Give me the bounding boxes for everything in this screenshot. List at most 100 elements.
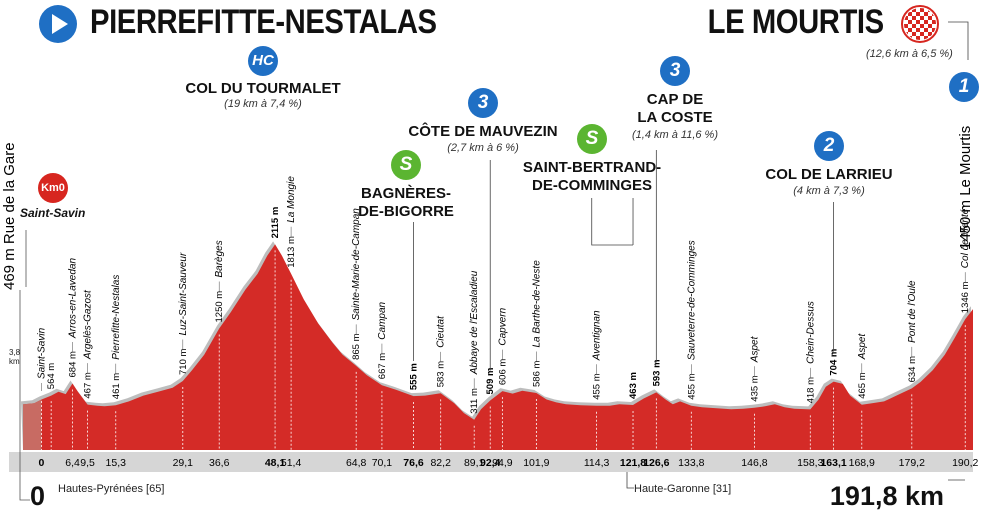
neutral-zone-area — [23, 399, 42, 450]
place-name-label: Barèges — [214, 240, 225, 277]
finish-altitude-label: 1450 m Le Mourtis — [957, 126, 974, 250]
km-tick-label: 133,8 — [678, 457, 704, 469]
altitude-label: 467 m — [83, 372, 94, 398]
climb-name: CAP DE — [646, 91, 704, 108]
altitude-label: 418 m — [805, 377, 816, 403]
total-distance: 191,8 km — [829, 481, 944, 511]
climb-name: COL DE LARRIEU — [765, 166, 893, 183]
finish-bracket — [948, 21, 969, 60]
climb-category-badge: 2 — [814, 131, 844, 161]
altitude-label: 1346 m — [960, 281, 971, 313]
place-name-label: Saint-Savin — [37, 327, 48, 379]
altitude-label: 463 m — [628, 372, 639, 399]
region-divider — [626, 472, 634, 489]
altitude-label: 606 m — [497, 359, 508, 385]
place-name-label: Chein-Dessus — [805, 301, 816, 364]
climb-category-badge: 3 — [468, 88, 498, 118]
km-tick-label: 158,3 — [797, 457, 823, 469]
altitude-label: 555 m — [409, 363, 420, 390]
place-name-label: Argelès-Gazost — [83, 289, 94, 360]
km-tick-label: 0 — [39, 457, 45, 469]
sprint-icon: S — [577, 124, 607, 154]
km-tick-label: 179,2 — [899, 457, 925, 469]
km-tick-label: 168,9 — [849, 457, 875, 469]
altitude-label: 667 m — [377, 353, 388, 379]
altitude-label: 583 m — [436, 361, 447, 387]
climb-detail: (19 km à 7,4 %) — [224, 98, 302, 110]
sprint-name: SAINT-BERTRAND- — [522, 159, 662, 176]
distance-axis-band — [9, 452, 973, 472]
place-name-label: Arros-en-Lavedan — [68, 258, 79, 339]
altitude-label: 435 m — [749, 375, 760, 401]
place-name-label: Pont de l'Oule — [907, 280, 918, 343]
finish-category-badge: 1 — [949, 72, 979, 102]
km-tick-label: 101,9 — [523, 457, 549, 469]
altitude-label: 593 m — [651, 359, 662, 386]
climb-detail: (1,4 km à 11,6 %) — [632, 129, 718, 141]
finish-city-title: LE MOURTIS — [707, 3, 884, 41]
km-tick-label: 15,3 — [106, 457, 127, 469]
altitude-label: 710 m — [178, 349, 189, 375]
km-tick-label: 9,5 — [80, 457, 95, 469]
region-label: Haute-Garonne [31] — [634, 483, 732, 495]
km-tick-label: 48,1 — [265, 457, 286, 469]
km-tick-label: 36,6 — [209, 457, 230, 469]
climb-category-badge: 3 — [660, 56, 690, 86]
altitude-label: 2115 m — [270, 207, 281, 239]
neutral-distance-unit: km — [9, 357, 20, 366]
place-name-label: Pierrefitte-Nestalas — [111, 275, 122, 360]
altitude-label: 704 m — [829, 349, 840, 376]
km-tick-label: 89,1 — [464, 457, 485, 469]
place-name-label: Campan — [377, 301, 388, 339]
start-arrow-icon — [39, 5, 77, 43]
start-altitude-label: 469 m Rue de la Gare — [1, 142, 18, 290]
altitude-label: 1250 m — [214, 291, 225, 323]
climb-detail: (2,7 km à 6 %) — [447, 142, 519, 154]
sprint-name: BAGNÈRES- — [360, 185, 452, 202]
altitude-label: 634 m — [907, 356, 918, 382]
place-name-label: Aspet — [749, 335, 760, 363]
place-name-label: Aventignan — [592, 310, 603, 361]
altitude-label: 586 m — [531, 361, 542, 387]
altitude-label: 455 m — [686, 373, 697, 399]
region-label: Hautes-Pyrénées [65] — [58, 483, 165, 495]
place-name-label: Aspet — [857, 333, 868, 361]
profile-area — [23, 244, 973, 450]
climb-detail: (4 km à 7,3 %) — [793, 185, 865, 197]
start-bracket — [19, 290, 30, 501]
km-tick-label: 92,4 — [480, 457, 501, 469]
km-tick-label: 163,1 — [820, 457, 846, 469]
altitude-label: 564 m — [46, 363, 57, 389]
place-name-label: Col de Menté — [960, 208, 971, 268]
altitude-label: 465 m — [857, 372, 868, 398]
start-distance: 0 — [30, 481, 46, 511]
km-tick-label: 51,4 — [281, 457, 302, 469]
altitude-label: 1813 m — [286, 236, 297, 268]
climb-name: CÔTE DE MAUVEZIN — [408, 123, 558, 140]
km-tick-label: 76,6 — [403, 457, 424, 469]
neutral-distance-label: 3,8 — [9, 348, 21, 357]
altitude-label: 684 m — [68, 351, 79, 377]
sprint-icon: S — [391, 150, 421, 180]
km-tick-label: 126,6 — [643, 457, 669, 469]
km-tick-label: 94,9 — [492, 457, 513, 469]
place-name-label: La Mongie — [286, 176, 297, 223]
climb-name: LA COSTE — [637, 109, 713, 126]
start-city-title: PIERREFITTE-NESTALAS — [90, 3, 437, 41]
checkered-flag-icon — [901, 5, 939, 43]
climb-name: COL DU TOURMALET — [185, 80, 341, 97]
place-name-label: La Barthe-de-Neste — [531, 260, 542, 348]
sprint-bracket — [591, 198, 634, 246]
km-tick-label: 190,2 — [952, 457, 978, 469]
sprint-name: DE-BIGORRE — [358, 203, 454, 220]
place-name-label: Sauveterre-de-Comminges — [686, 240, 697, 360]
km0-place: Saint-Savin — [20, 206, 86, 220]
km-tick-label: 114,3 — [584, 457, 610, 469]
altitude-label: 311 m — [469, 388, 480, 414]
place-name-label: Abbaye de l'Escaladieu — [469, 270, 480, 375]
altitude-label: 455 m — [592, 373, 603, 399]
km-tick-label: 146,8 — [741, 457, 767, 469]
km-tick-label: 6,4 — [65, 457, 80, 469]
km-tick-label: 70,1 — [372, 457, 393, 469]
